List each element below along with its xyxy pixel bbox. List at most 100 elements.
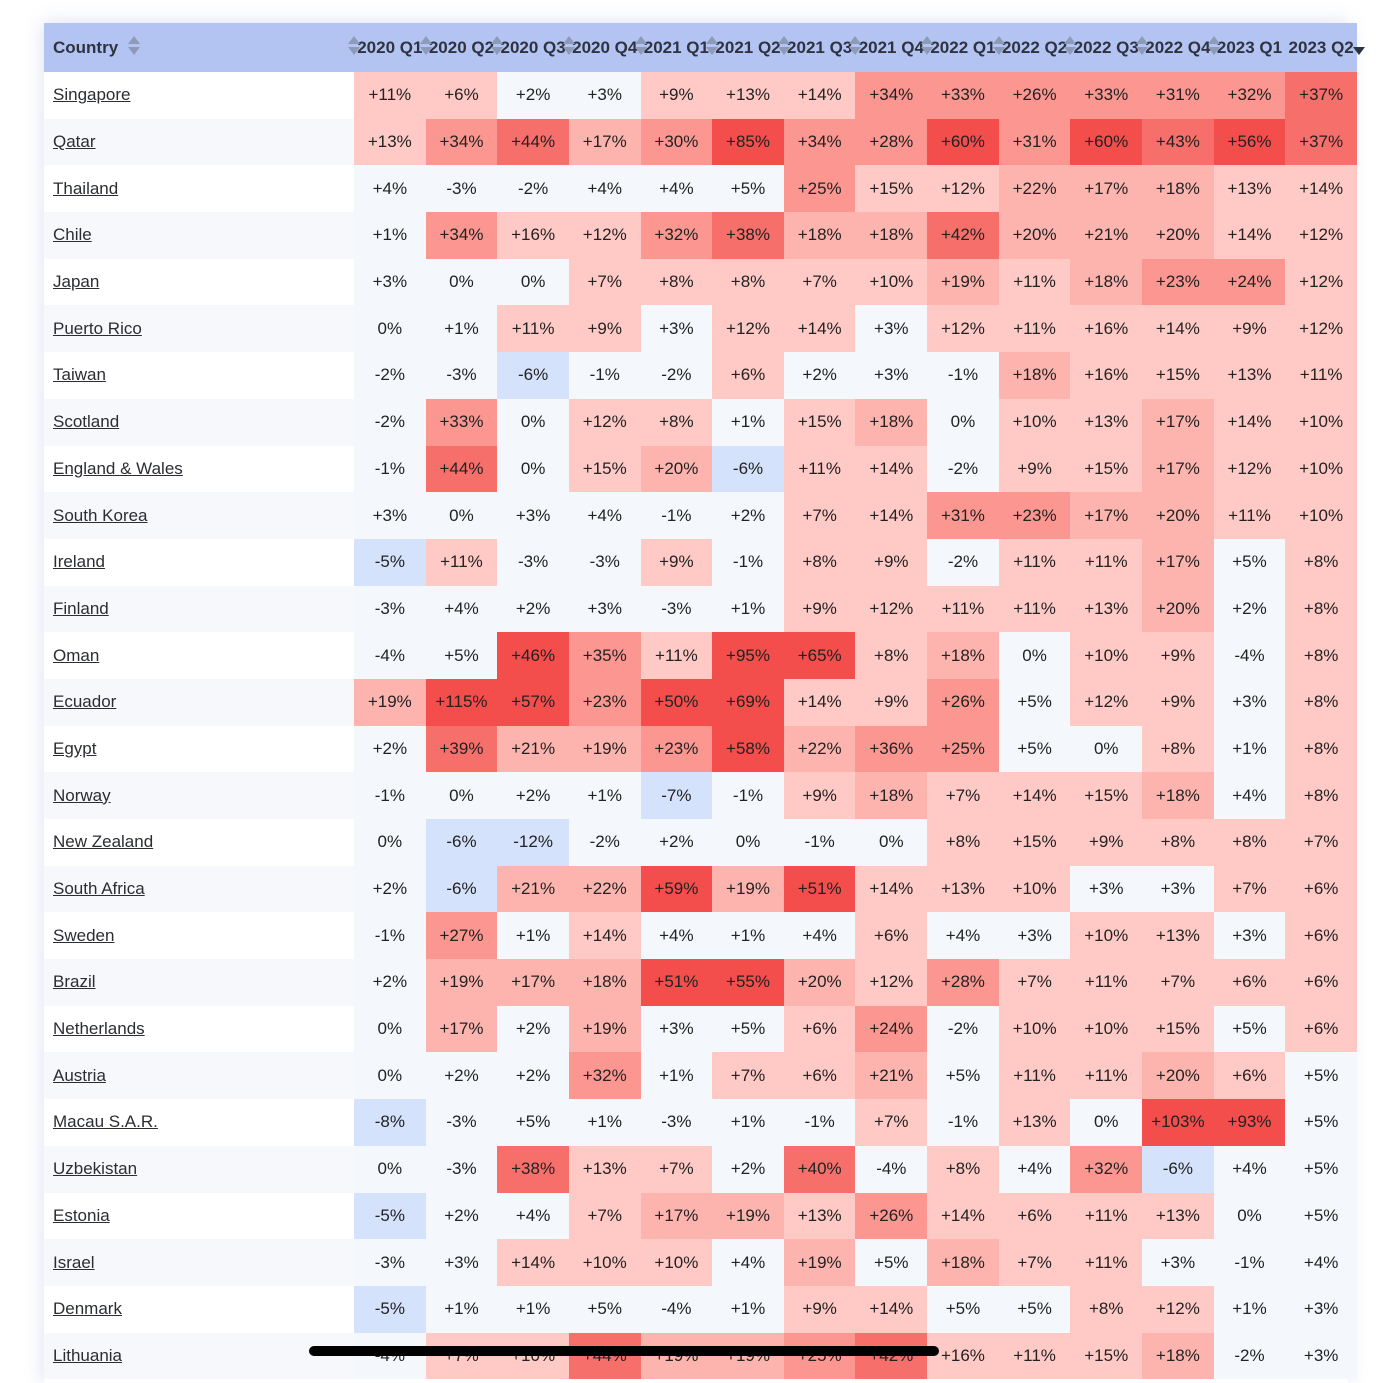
- country-link[interactable]: Netherlands: [53, 1019, 145, 1039]
- column-header-quarter[interactable]: 2020 Q4: [562, 23, 641, 72]
- column-header-label: 2020 Q4: [572, 37, 638, 57]
- value-cell: 0%: [425, 772, 498, 819]
- sort-icon[interactable]: [419, 36, 432, 58]
- sort-descending-icon[interactable]: [1352, 36, 1365, 58]
- value-cell: -4%: [855, 1145, 928, 1193]
- value-cell: +14%: [783, 678, 856, 726]
- sort-icon[interactable]: [562, 36, 575, 58]
- sort-icon[interactable]: [348, 36, 360, 58]
- country-link[interactable]: Qatar: [53, 132, 96, 152]
- column-header-quarter[interactable]: 2022 Q4: [1136, 23, 1214, 72]
- column-header-quarter[interactable]: 2021 Q4: [849, 23, 928, 72]
- value-cell: +11%: [998, 1052, 1071, 1100]
- sort-icon[interactable]: [128, 36, 140, 58]
- value-cell: +8%: [1285, 772, 1357, 819]
- value-cell: +8%: [1142, 725, 1214, 773]
- country-link[interactable]: England & Wales: [53, 458, 183, 478]
- country-link[interactable]: Estonia: [53, 1205, 110, 1225]
- value-cell: -4%: [640, 1285, 713, 1333]
- value-cell: +16%: [1070, 352, 1143, 399]
- country-link[interactable]: Finland: [53, 598, 109, 618]
- country-link[interactable]: Japan: [53, 272, 100, 292]
- sort-icon[interactable]: [1207, 36, 1220, 58]
- value-cell: +8%: [855, 632, 928, 679]
- country-link[interactable]: Oman: [53, 645, 100, 665]
- country-link[interactable]: Chile: [53, 225, 92, 245]
- country-cell: South Africa: [44, 865, 354, 913]
- value-cell: +36%: [855, 725, 928, 773]
- column-header-quarter[interactable]: 2021 Q1: [634, 23, 713, 72]
- column-header-quarter[interactable]: 2023 Q2: [1285, 23, 1365, 72]
- value-cell: +18%: [1142, 1332, 1214, 1380]
- country-link[interactable]: Brazil: [53, 972, 96, 992]
- value-cell: +12%: [855, 585, 928, 633]
- value-cell: +1%: [712, 912, 784, 960]
- country-link[interactable]: Austria: [53, 1065, 106, 1085]
- country-link[interactable]: Macau S.A.R.: [53, 1112, 158, 1132]
- sort-icon[interactable]: [992, 36, 1005, 58]
- value-cell: +37%: [1285, 72, 1357, 119]
- column-header-quarter[interactable]: 2021 Q3: [777, 23, 856, 72]
- column-header-quarter[interactable]: 2022 Q1: [921, 23, 999, 72]
- value-cell: +13%: [1142, 1192, 1214, 1240]
- value-cell: +25%: [783, 165, 856, 213]
- value-cell: -2%: [927, 1005, 999, 1053]
- country-link[interactable]: Denmark: [53, 1299, 122, 1319]
- column-header-label: 2020 Q2: [428, 37, 495, 57]
- value-cell: +11%: [1070, 538, 1143, 586]
- country-link[interactable]: Sweden: [53, 925, 115, 945]
- value-cell: -6%: [1142, 1145, 1214, 1193]
- value-cell: 0%: [1070, 1099, 1143, 1146]
- sort-icon[interactable]: [491, 36, 504, 58]
- value-cell: +5%: [1285, 1099, 1357, 1146]
- table-row: Estonia -5% +2% +4% +7% +17% +19% +13% +26% +14% +…: [44, 1192, 1357, 1240]
- country-link[interactable]: Thailand: [53, 178, 119, 198]
- value-cell: 0%: [354, 1145, 426, 1193]
- value-cell: +7%: [998, 1239, 1071, 1286]
- value-cell: +17%: [568, 118, 641, 166]
- column-header-label: 2021 Q2: [715, 37, 781, 57]
- country-link[interactable]: Puerto Rico: [53, 318, 142, 338]
- country-link[interactable]: South Africa: [53, 879, 145, 899]
- column-header-quarter[interactable]: 2020 Q3: [491, 23, 569, 72]
- country-link[interactable]: New Zealand: [53, 832, 154, 852]
- column-header-quarter[interactable]: 2023 Q1: [1207, 23, 1286, 72]
- value-cell: +13%: [568, 1145, 641, 1193]
- country-link[interactable]: Singapore: [53, 85, 131, 105]
- sort-icon[interactable]: [634, 36, 647, 58]
- value-cell: +7%: [1142, 959, 1214, 1006]
- column-header-quarter[interactable]: 2020 Q2: [419, 23, 498, 72]
- country-link[interactable]: Taiwan: [53, 365, 106, 385]
- value-cell: -3%: [425, 1099, 498, 1146]
- sort-icon[interactable]: [921, 36, 934, 58]
- country-link[interactable]: Egypt: [53, 738, 97, 758]
- column-header-quarter[interactable]: 2020 Q1: [348, 23, 426, 72]
- sort-icon[interactable]: [1064, 36, 1077, 58]
- country-link[interactable]: Israel: [53, 1252, 95, 1272]
- country-link[interactable]: Lithuania: [53, 1345, 123, 1365]
- table-row: Singapore +11% +6% +2% +3% +9% +13% +14% +34% +33…: [44, 72, 1357, 119]
- column-header-quarter[interactable]: 2022 Q2: [992, 23, 1071, 72]
- value-cell: +5%: [855, 1239, 928, 1286]
- column-header-quarter[interactable]: 2021 Q2: [706, 23, 784, 72]
- value-cell: +5%: [998, 1285, 1071, 1333]
- country-link[interactable]: Norway: [53, 785, 111, 805]
- column-header-country[interactable]: Country: [44, 23, 354, 72]
- sort-icon[interactable]: [849, 36, 862, 58]
- country-link[interactable]: South Korea: [53, 505, 148, 525]
- country-link[interactable]: Uzbekistan: [53, 1159, 138, 1179]
- value-cell: +10%: [1070, 912, 1143, 960]
- value-cell: +32%: [568, 1052, 641, 1100]
- value-cell: +14%: [855, 492, 928, 539]
- column-header-quarter[interactable]: 2022 Q3: [1064, 23, 1143, 72]
- value-cell: +14%: [1142, 305, 1214, 353]
- column-header-label: 2022 Q2: [1001, 37, 1068, 57]
- country-link[interactable]: Ireland: [53, 552, 105, 572]
- sort-icon[interactable]: [777, 36, 790, 58]
- sort-icon[interactable]: [1136, 36, 1149, 58]
- value-cell: +3%: [855, 352, 928, 399]
- country-link[interactable]: Ecuador: [53, 692, 117, 712]
- sort-icon[interactable]: [706, 36, 719, 58]
- country-link[interactable]: Scotland: [53, 412, 120, 432]
- value-cell: +3%: [1070, 865, 1143, 913]
